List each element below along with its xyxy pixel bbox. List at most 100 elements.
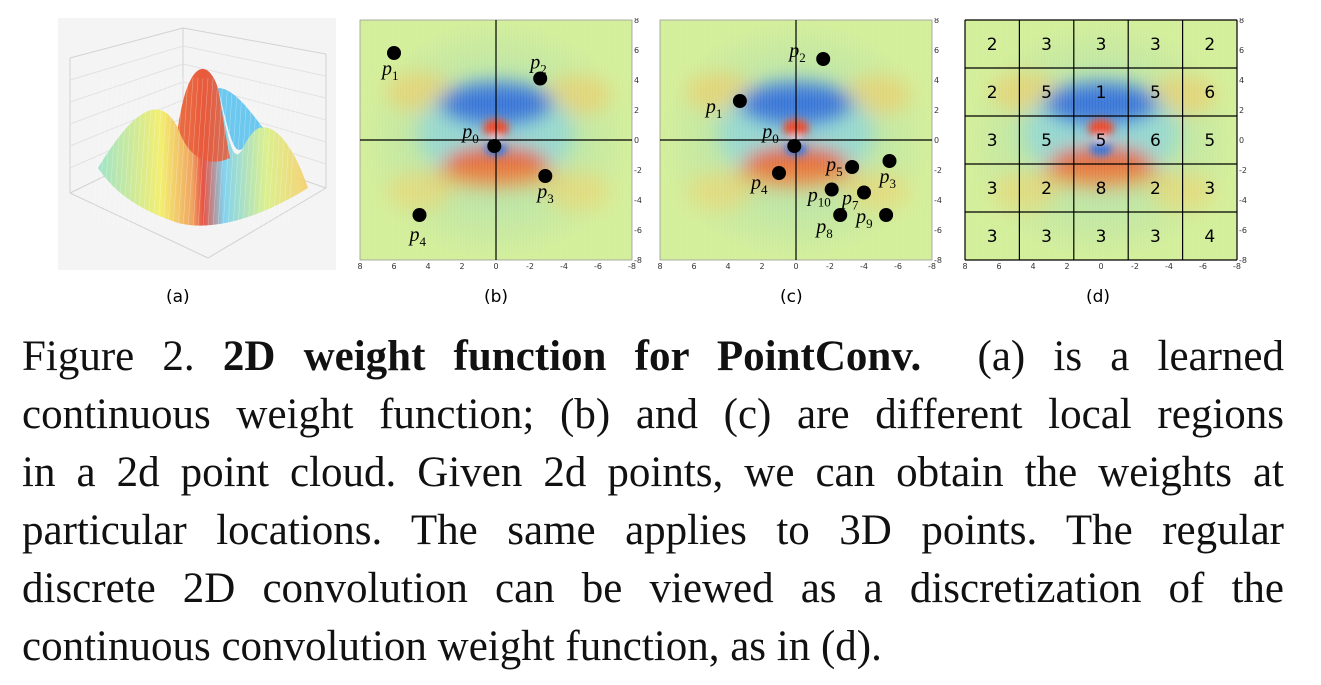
point-p7 xyxy=(857,185,871,200)
point-p5 xyxy=(845,160,860,174)
panel-c-label: (c) xyxy=(780,287,803,307)
y-tick-label: 8 xyxy=(934,18,939,25)
x-tick-label: 0 xyxy=(493,262,498,270)
x-tick-label: 6 xyxy=(996,262,1001,270)
y-tick-label: 6 xyxy=(934,46,939,55)
x-tick-label: 8 xyxy=(962,262,967,270)
point-p8 xyxy=(833,208,848,222)
grid-cell-value: 2 xyxy=(1150,179,1161,199)
x-tick-label: -6 xyxy=(594,262,602,270)
grid-cell-value: 2 xyxy=(987,83,998,103)
y-tick-label: 4 xyxy=(1239,76,1244,85)
y-tick-label: 8 xyxy=(1239,18,1244,25)
grid-cell-value: 5 xyxy=(1150,83,1161,103)
x-tick-label: -8 xyxy=(1233,262,1241,270)
x-tick-label: 8 xyxy=(657,262,662,270)
x-tick-label: -2 xyxy=(826,262,834,270)
x-tick-label: 0 xyxy=(1098,262,1103,270)
grid-cell-value: 3 xyxy=(1204,179,1215,199)
point-p1 xyxy=(387,46,401,60)
point-p0 xyxy=(787,139,802,153)
caption-line-2: continuous weight function; (b) and (c) … xyxy=(22,391,1284,438)
y-tick-label: -4 xyxy=(1239,196,1247,205)
x-tick-label: 4 xyxy=(1030,262,1035,270)
grid-cell-value: 3 xyxy=(987,131,998,151)
grid-cell-value: 2 xyxy=(987,35,998,55)
caption-line-3: in a 2d point cloud. Given 2d points, we… xyxy=(22,449,1284,496)
grid-cell-value: 2 xyxy=(1204,35,1215,55)
x-tick-label: -8 xyxy=(628,262,636,270)
x-tick-label: -2 xyxy=(1131,262,1139,270)
discrete-grid xyxy=(964,19,1238,261)
grid-cell-value: 3 xyxy=(1150,227,1161,247)
y-tick-label: 0 xyxy=(1239,136,1244,145)
x-tick-label: 2 xyxy=(759,262,764,270)
x-tick-label: -4 xyxy=(860,262,868,270)
x-tick-label: 2 xyxy=(459,262,464,270)
y-tick-label: -2 xyxy=(934,166,942,175)
y-tick-label: 2 xyxy=(634,106,639,115)
panel-c-local-region: 8 6 4 2 0 -2 -4 -6 -8 8 6 4 2 0 -2 -4 -6 -8 p2 p1 p0 p5 p3 p4 p1… xyxy=(650,18,946,270)
y-tick-label: -2 xyxy=(1239,166,1247,175)
grid-cell-value: 3 xyxy=(987,227,998,247)
y-tick-label: 4 xyxy=(634,76,639,85)
grid-cell-value: 5 xyxy=(1204,131,1215,151)
caption-title: 2D weight function for PointConv. xyxy=(222,333,922,380)
x-tick-label: -6 xyxy=(894,262,902,270)
point-p4 xyxy=(412,208,427,222)
panel-d-discrete-grid: 8 6 4 2 0 -2 -4 -6 -8 8 6 4 2 0 -2 -4 -6 -8 2 3 3 3 2 2 5 1 5 6 3 5 5 6… xyxy=(955,18,1251,270)
grid-cell-value: 1 xyxy=(1096,83,1107,103)
grid-cell-value: 5 xyxy=(1041,83,1052,103)
grid-cell-value: 5 xyxy=(1096,131,1107,151)
x-tick-label: -8 xyxy=(928,262,936,270)
y-tick-label: -8 xyxy=(934,256,942,265)
y-tick-label: -6 xyxy=(634,226,642,235)
y-tick-label: 0 xyxy=(634,136,639,145)
point-p2 xyxy=(533,71,548,86)
y-tick-label: 0 xyxy=(934,136,939,145)
grid-cell-value: 3 xyxy=(1041,35,1052,55)
y-tick-label: -8 xyxy=(1239,256,1247,265)
y-tick-label: -8 xyxy=(634,256,642,265)
x-tick-label: 6 xyxy=(391,262,396,270)
panel-d-label: (d) xyxy=(1086,287,1111,307)
point-p2 xyxy=(816,52,831,66)
caption-line-4: particular locations. The same applies t… xyxy=(22,507,1284,554)
grid-cell-value: 8 xyxy=(1096,179,1107,199)
point-p9 xyxy=(879,208,894,222)
x-tick-label: 8 xyxy=(357,262,362,270)
y-tick-label: 8 xyxy=(634,18,639,25)
point-p10 xyxy=(824,182,839,197)
caption-line1-rest: (a) is a learned xyxy=(977,333,1285,380)
x-tick-label: 4 xyxy=(425,262,430,270)
y-tick-label: 6 xyxy=(1239,46,1244,55)
x-tick-label: -4 xyxy=(1165,262,1173,270)
panel-b-local-region: 8 6 4 2 0 -2 -4 -6 -8 8 6 4 2 0 -2 -4 -6 -8 p1 p2 p0 p3 p4 xyxy=(350,18,646,270)
grid-cell-value: 4 xyxy=(1204,227,1215,247)
y-tick-label: -6 xyxy=(934,226,942,235)
grid-cell-value: 2 xyxy=(1041,179,1052,199)
caption-line-6: continuous convolution weight function, … xyxy=(22,623,882,670)
x-tick-label: -6 xyxy=(1199,262,1207,270)
heatmap-blobs xyxy=(385,72,612,211)
caption-line-5: discrete 2D convolution can be viewed as… xyxy=(22,565,1284,612)
point-p4 xyxy=(772,166,786,180)
x-tick-label: 2 xyxy=(1064,262,1069,270)
panel-a-label: (a) xyxy=(166,287,190,307)
grid-cell-value: 5 xyxy=(1041,131,1052,151)
grid-cell-value: 6 xyxy=(1204,83,1215,103)
y-tick-label: -2 xyxy=(634,166,642,175)
caption-prefix: Figure 2. xyxy=(22,333,195,380)
panel-b-label: (b) xyxy=(484,287,509,307)
x-tick-label: 0 xyxy=(793,262,798,270)
grid-cell-value: 6 xyxy=(1150,131,1161,151)
y-tick-label: -4 xyxy=(634,196,642,205)
y-tick-label: 2 xyxy=(1239,106,1244,115)
caption-line-1: Figure 2. 2D weight function for PointCo… xyxy=(22,328,1284,386)
point-p3 xyxy=(882,154,897,168)
y-tick-label: 4 xyxy=(934,76,939,85)
point-p3 xyxy=(538,169,553,183)
x-tick-label: 4 xyxy=(725,262,730,270)
grid-cell-value: 3 xyxy=(1096,35,1107,55)
